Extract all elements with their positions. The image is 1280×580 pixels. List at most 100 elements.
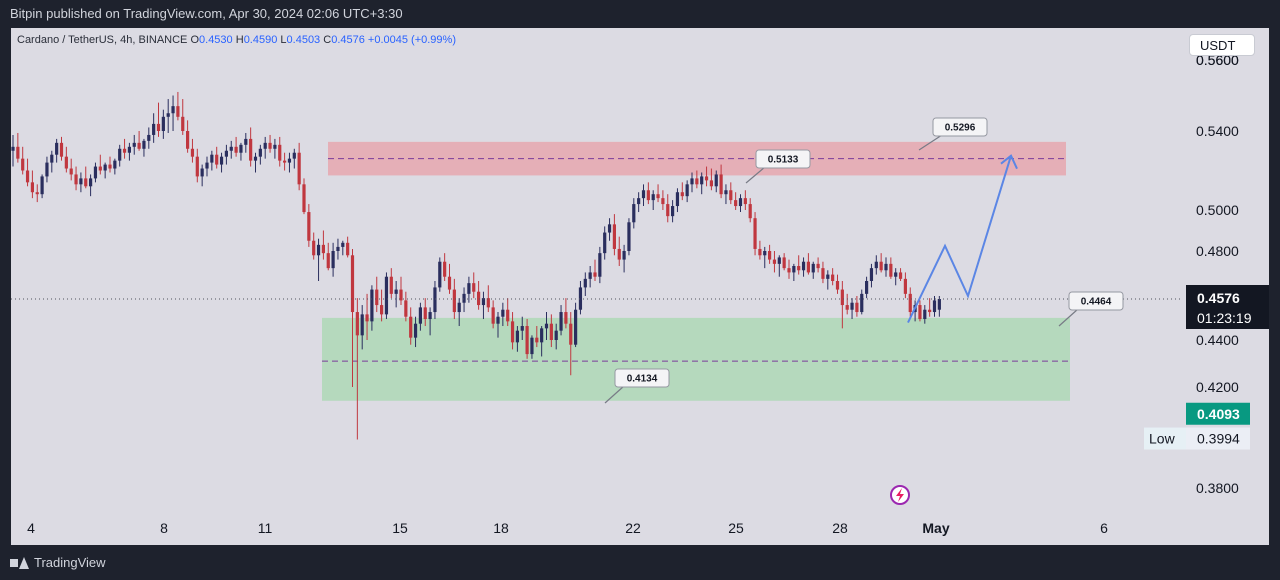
low-label-bg	[1144, 427, 1186, 450]
candle-body	[666, 204, 670, 217]
candle	[646, 182, 650, 205]
candle	[297, 142, 301, 191]
candle-body	[331, 251, 335, 269]
candle-body	[147, 134, 151, 141]
candle	[554, 323, 558, 350]
candle	[598, 246, 602, 284]
candle	[69, 158, 73, 181]
candle	[409, 307, 413, 345]
candle	[860, 289, 864, 315]
currency-button[interactable]: USDT	[1189, 34, 1255, 56]
candle	[302, 178, 306, 215]
x-tick-label: 4	[27, 520, 35, 536]
candle-body	[831, 274, 835, 281]
candle-body	[530, 337, 534, 355]
tradingview-brand[interactable]: TradingView	[10, 555, 106, 570]
candle	[515, 326, 519, 352]
x-tick-label: 11	[258, 520, 273, 536]
candle-body	[816, 263, 820, 269]
candle-body	[510, 321, 515, 343]
pair-label: Cardano / TetherUS, 4h, BINANCE	[17, 34, 188, 46]
candle-body	[792, 266, 796, 273]
candle-body	[181, 116, 185, 131]
low-label: Low	[1149, 431, 1176, 447]
candle-body	[607, 224, 612, 233]
candle	[336, 238, 340, 260]
candle-body	[661, 198, 665, 205]
candle-body	[389, 276, 393, 294]
candle-body	[923, 309, 927, 320]
candle-body	[244, 138, 248, 145]
candle	[671, 200, 675, 223]
candle	[108, 156, 112, 173]
candle-body	[874, 261, 878, 269]
candle-body	[578, 287, 583, 310]
candle	[666, 194, 670, 223]
candle	[263, 136, 267, 159]
candle	[918, 300, 922, 322]
candle	[200, 164, 204, 187]
candle	[806, 253, 810, 275]
candle-body	[142, 140, 146, 149]
candle-body	[782, 257, 786, 269]
candle	[486, 285, 490, 313]
candle	[578, 281, 583, 315]
candle	[874, 255, 878, 275]
candle-body	[45, 162, 49, 177]
candle	[932, 296, 937, 317]
candle	[481, 291, 486, 320]
candle-body	[850, 302, 854, 310]
candle-body	[559, 312, 563, 331]
price-callout: 0.5133	[745, 149, 811, 184]
support-badge-bg	[1186, 402, 1250, 425]
candle	[903, 272, 907, 299]
price-callout: 0.4464	[1058, 291, 1124, 327]
candle-body	[89, 178, 93, 187]
candle-body	[486, 298, 490, 308]
x-tick-label: 22	[625, 520, 641, 536]
candle-body	[879, 261, 883, 271]
candle	[326, 242, 330, 271]
candle	[224, 144, 228, 165]
candle	[418, 302, 422, 331]
candle	[147, 127, 151, 149]
candle-body	[21, 158, 25, 171]
candle-body	[200, 168, 204, 177]
candle	[627, 218, 631, 256]
candle-body	[593, 272, 597, 277]
candle-body	[719, 174, 723, 195]
candle-body	[457, 302, 461, 313]
candle	[30, 170, 34, 199]
candle	[113, 158, 117, 175]
candle	[506, 298, 510, 327]
candle-body	[603, 232, 607, 254]
candle	[307, 204, 311, 247]
candle	[45, 156, 49, 183]
candle	[321, 230, 325, 260]
candle-body	[176, 106, 180, 117]
candle-body	[588, 272, 592, 279]
candle	[447, 263, 452, 294]
candle-body	[161, 116, 165, 131]
candle	[928, 298, 932, 317]
candle-body	[928, 309, 932, 313]
footer-bar: TradingView	[0, 545, 1280, 580]
candle-body	[656, 194, 660, 199]
candle	[239, 142, 243, 161]
candle-body	[273, 144, 277, 149]
candle	[258, 144, 262, 165]
candle	[865, 276, 869, 299]
candle	[186, 120, 190, 153]
candle-body	[64, 156, 68, 169]
candle-body	[336, 246, 340, 251]
candle-body	[855, 302, 859, 313]
open-value: 0.4530	[199, 34, 233, 46]
y-tick-label: 0.4400	[1196, 332, 1239, 348]
candle-body	[370, 289, 374, 322]
candle	[350, 248, 355, 387]
candle-body	[695, 178, 699, 185]
lightning-icon[interactable]	[890, 485, 910, 505]
candle-body	[205, 162, 209, 169]
